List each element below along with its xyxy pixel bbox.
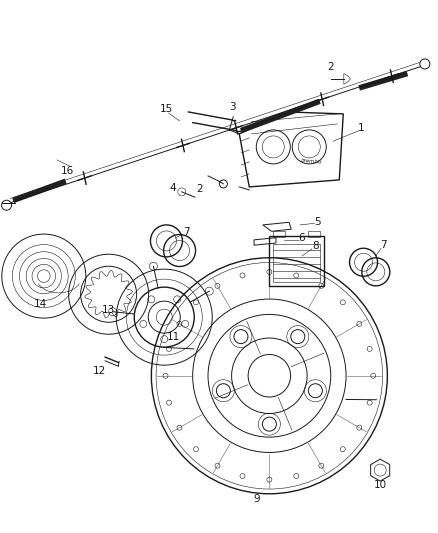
Text: 7: 7	[380, 240, 387, 250]
Text: 9: 9	[253, 495, 260, 504]
Text: 10: 10	[374, 480, 387, 490]
Text: brembo: brembo	[300, 158, 322, 165]
Text: 7: 7	[183, 227, 190, 237]
Text: 16: 16	[61, 166, 74, 175]
Text: 11: 11	[166, 332, 180, 342]
Bar	[308, 231, 320, 237]
Text: 2: 2	[327, 62, 334, 71]
Text: 13: 13	[102, 305, 115, 315]
Text: 4: 4	[170, 183, 177, 192]
Text: 12: 12	[93, 366, 106, 376]
Text: 6: 6	[298, 233, 305, 243]
Text: 3: 3	[229, 102, 236, 111]
Bar	[273, 231, 286, 237]
Text: 14: 14	[34, 299, 47, 309]
Text: 15: 15	[160, 104, 173, 114]
Text: 2: 2	[196, 184, 203, 194]
Bar	[273, 244, 320, 282]
Text: 8: 8	[312, 241, 319, 251]
Bar	[269, 236, 325, 286]
Text: 1: 1	[358, 123, 365, 133]
Text: 5: 5	[314, 217, 321, 227]
